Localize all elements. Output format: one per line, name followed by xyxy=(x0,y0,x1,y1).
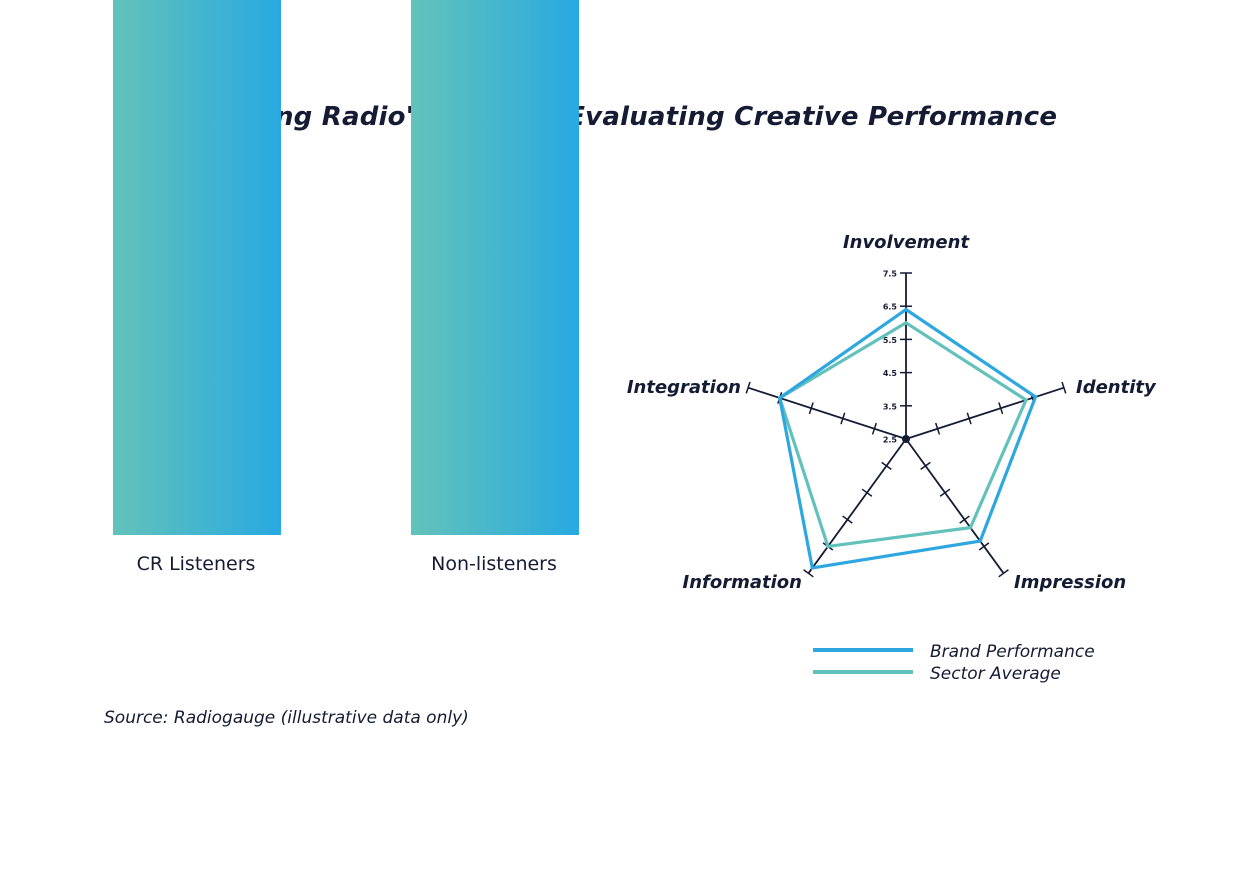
radar-tick xyxy=(881,461,892,470)
brand-performance-series xyxy=(777,307,1038,570)
axis-label-identity: Identity xyxy=(1076,377,1157,398)
radar-tick xyxy=(935,422,941,435)
bar-1 xyxy=(411,0,579,535)
radar-tick xyxy=(861,488,873,497)
scale-tick-label: 2.5 xyxy=(883,436,898,445)
page-title: Isolating Radio's Effect & Evaluating Cr… xyxy=(182,102,1058,132)
radar-axis xyxy=(747,386,907,440)
radar-axis xyxy=(905,438,1005,574)
radar-axis xyxy=(905,386,1065,440)
category-label: Non-listeners xyxy=(431,553,557,575)
radar-tick xyxy=(959,515,970,524)
radar-tick xyxy=(871,422,877,435)
scale-tick-label: 7.5 xyxy=(883,270,898,279)
scale-tick-label: 5.5 xyxy=(883,336,898,345)
radar-center xyxy=(902,435,910,443)
radar-tick xyxy=(998,569,1009,578)
radar-tick xyxy=(803,569,814,578)
axis-label-information: Information xyxy=(683,572,802,593)
axis-label-involvement: Involvement xyxy=(843,232,971,253)
radar-tick xyxy=(1061,381,1067,394)
axis-label-integration: Integration xyxy=(627,377,741,398)
radar-tick xyxy=(998,402,1004,415)
bar-0 xyxy=(113,0,281,536)
scale-tick-label: 6.5 xyxy=(883,303,898,312)
scale-tick-label: 3.5 xyxy=(883,402,898,411)
radar-tick xyxy=(808,402,814,415)
bar-chart: 58.7%CR Listeners41.6%Non-listenersThe R… xyxy=(113,0,579,575)
radar-tick xyxy=(745,381,751,394)
radar-tick xyxy=(978,542,990,551)
legend-label: Brand Performance xyxy=(930,642,1095,662)
source-note: Source: Radiogauge (illustrative data on… xyxy=(104,708,469,728)
radar-tick xyxy=(842,515,853,524)
sector-average-series xyxy=(777,320,1029,549)
radar-tick xyxy=(939,488,951,497)
radar-axis xyxy=(807,438,907,574)
legend-label: Sector Average xyxy=(930,664,1061,684)
radar-tick xyxy=(840,412,846,425)
radar-tick xyxy=(920,461,931,470)
category-label: CR Listeners xyxy=(137,553,256,575)
radar-chart: 2.5 3.5 4.5 5.5 6.5 7.5 Involvement Identity Imp… xyxy=(627,232,1157,593)
scale-tick-label: 4.5 xyxy=(883,369,898,378)
radar-tick xyxy=(966,412,972,425)
axis-label-impression: Impression xyxy=(1014,572,1126,593)
